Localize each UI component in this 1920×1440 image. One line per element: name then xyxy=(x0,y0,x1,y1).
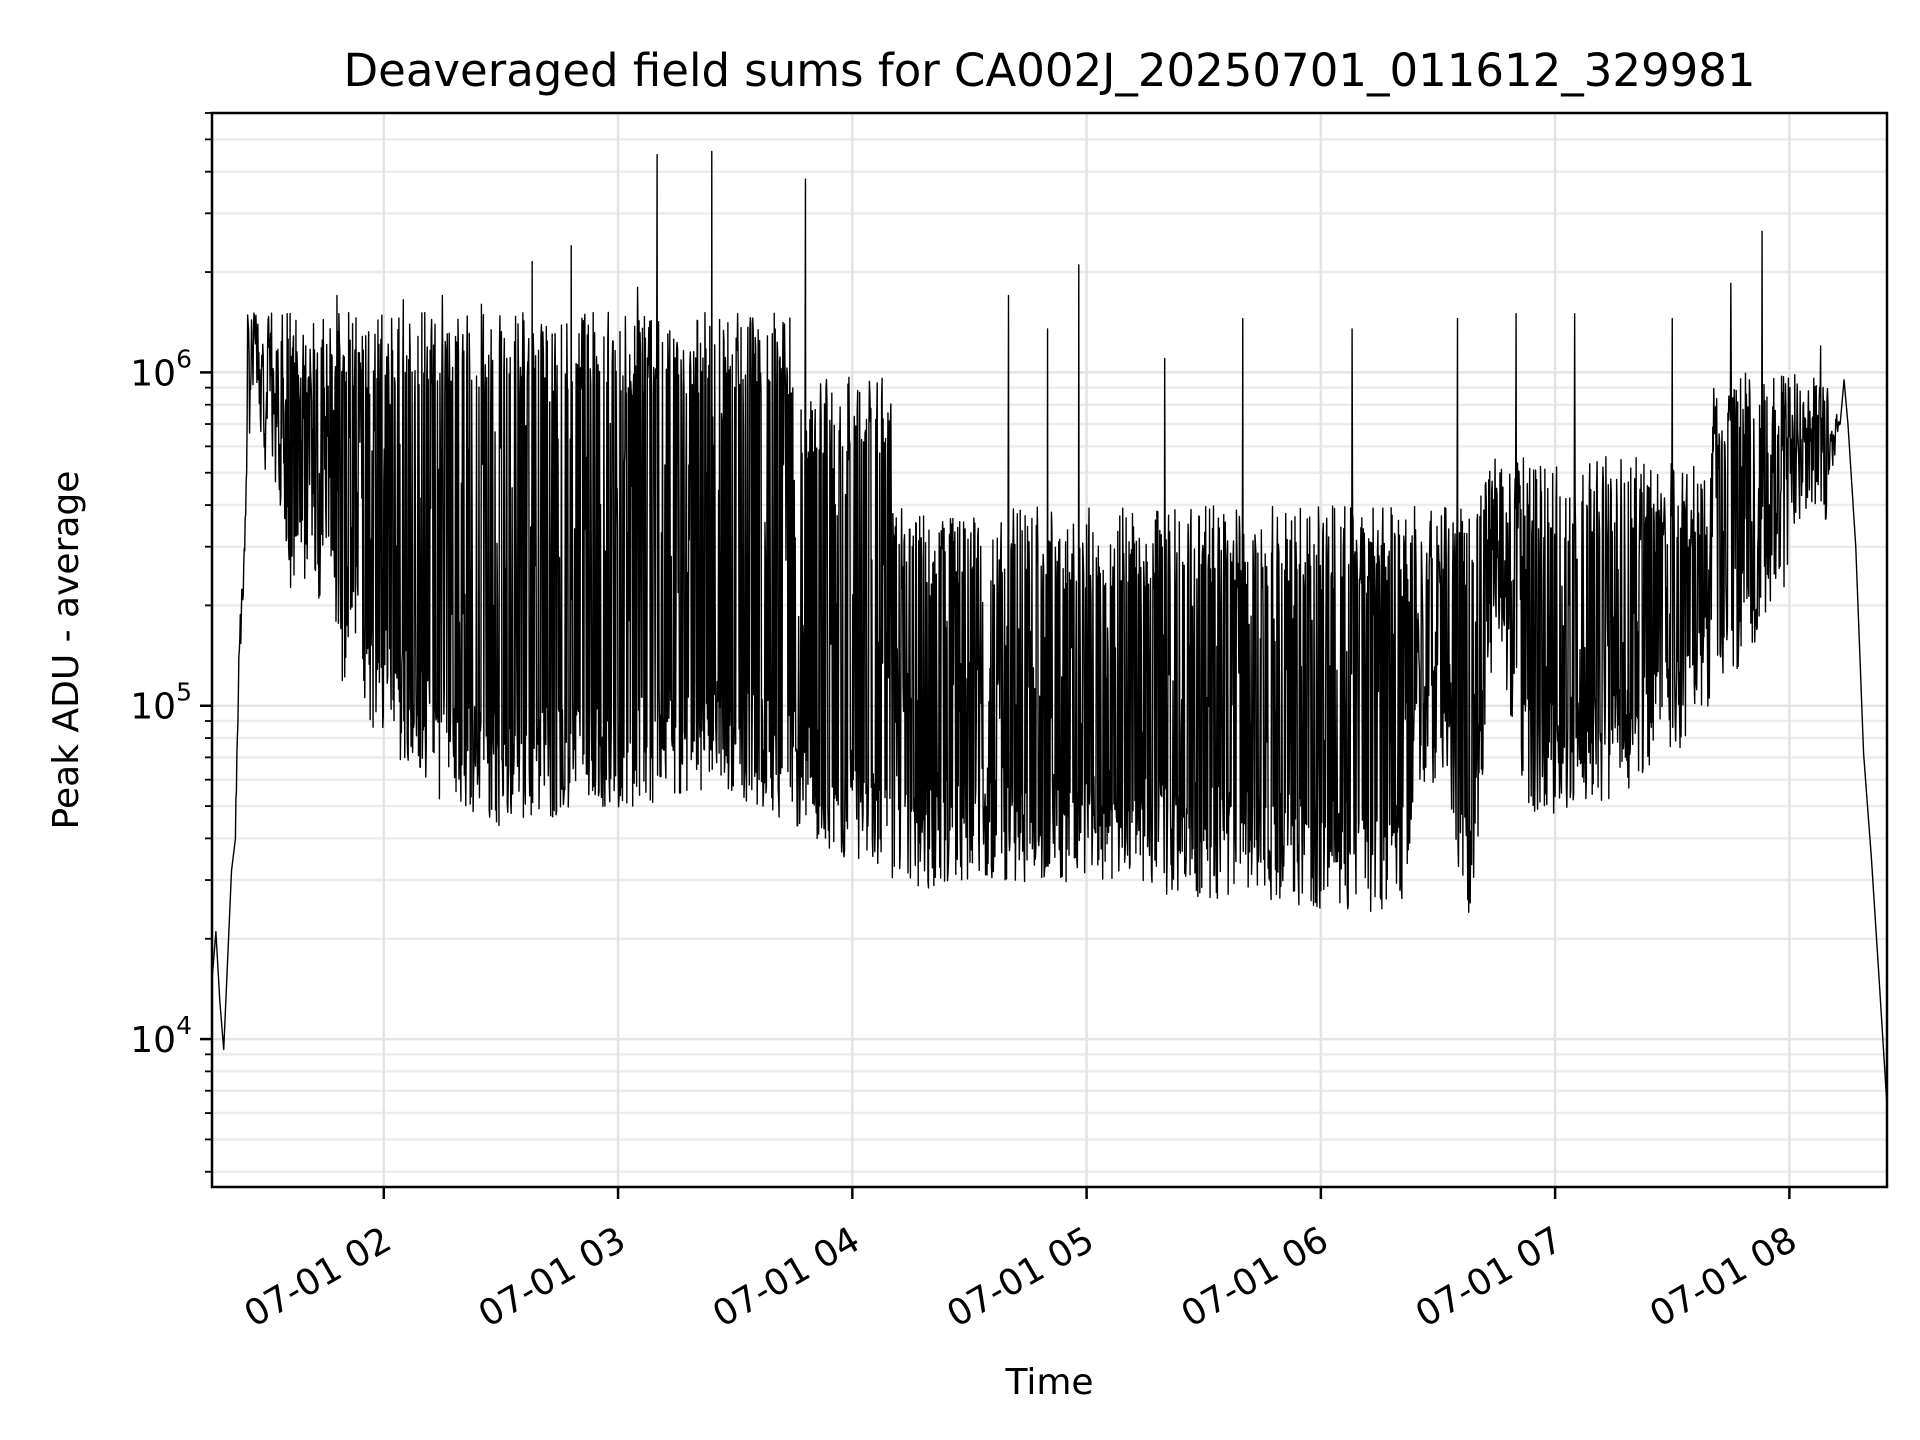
y-tick-label: 104 xyxy=(130,1011,192,1061)
y-tick-exponent: 6 xyxy=(176,344,192,373)
plot-frame xyxy=(210,111,1889,1189)
y-tick-exponent: 5 xyxy=(176,678,192,707)
series-line xyxy=(211,150,1888,1107)
x-axis-label: Time xyxy=(1004,1362,1093,1403)
series-layer xyxy=(211,150,1888,1107)
y-tick-base: 10 xyxy=(130,687,176,728)
y-tick-exponent: 4 xyxy=(176,1011,192,1040)
y-tick-base: 10 xyxy=(130,1020,176,1061)
y-axis-label: Peak ADU - average xyxy=(46,471,87,830)
y-tick-label: 106 xyxy=(130,344,192,394)
y-tick-base: 10 xyxy=(130,353,176,394)
y-tick-label: 105 xyxy=(130,678,192,728)
chart-title: Deaveraged field sums for CA002J_2025070… xyxy=(343,44,1755,97)
